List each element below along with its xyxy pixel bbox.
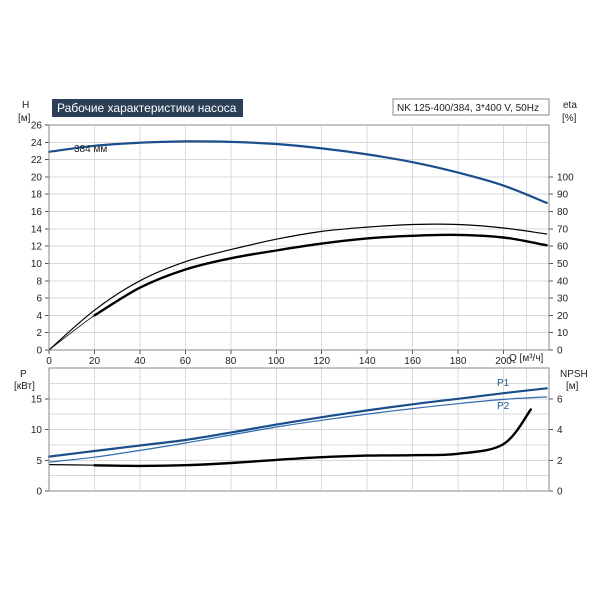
efficiency-tick-label: 80	[557, 207, 569, 218]
power-tick-label: 0	[36, 487, 42, 498]
head-tick-label: 0	[36, 346, 42, 357]
top-series-line-1	[48, 223, 548, 351]
pump-info-box	[392, 98, 550, 116]
x-tick-label: 0	[46, 356, 52, 367]
head-tick-label: 16	[31, 207, 43, 218]
npsh-axis-unit: [м]	[566, 381, 579, 392]
top-series-line-2	[93, 233, 548, 317]
efficiency-tick-label: 100	[557, 172, 574, 183]
head-tick-label: 12	[31, 242, 43, 253]
top-series-line-0	[47, 140, 548, 204]
power-tick-label: 15	[31, 394, 43, 405]
top-chart-ticks: 0 20 40 60 80 100 120 140 160 180 2000246810121416…	[31, 121, 574, 368]
x-tick-label: 140	[359, 356, 376, 367]
head-tick-label: 26	[31, 121, 43, 132]
x-tick-label: 100	[268, 356, 285, 367]
x-tick-label: 20	[89, 356, 101, 367]
head-tick-label: 18	[31, 190, 43, 201]
bottom-chart-frame	[48, 367, 550, 492]
bottom-chart-ticks: 0 5 10 15 0 2 4 6	[31, 394, 563, 497]
x-tick-label: 200	[495, 356, 512, 367]
bottom-series-line-0	[47, 387, 548, 458]
efficiency-tick-label: 70	[557, 224, 569, 235]
head-tick-label: 22	[31, 155, 43, 166]
efficiency-tick-label: 40	[557, 276, 569, 287]
bottom-chart-grid	[48, 368, 549, 492]
x-tick-label: 80	[225, 356, 237, 367]
efficiency-axis-unit: [%]	[562, 113, 577, 124]
efficiency-tick-label: 50	[557, 259, 569, 270]
head-tick-label: 10	[31, 259, 43, 270]
top-chart-grid	[48, 124, 549, 351]
efficiency-axis-label: eta	[563, 100, 577, 111]
x-tick-label: 180	[450, 356, 467, 367]
efficiency-tick-label: 60	[557, 242, 569, 253]
npsh-tick-label: 0	[557, 487, 563, 498]
impeller-diameter-annotation: 384 мм	[74, 144, 107, 155]
top-chart-curves	[47, 140, 548, 351]
head-tick-label: 4	[36, 311, 42, 322]
efficiency-tick-label: 20	[557, 311, 569, 322]
npsh-tick-label: 6	[557, 394, 563, 405]
x-tick-label: 60	[180, 356, 192, 367]
head-tick-label: 8	[36, 276, 42, 287]
pump-info-text: NK 125-400/384, 3*400 V, 50Hz	[397, 103, 539, 114]
npsh-tick-label: 2	[557, 456, 563, 467]
efficiency-tick-label: 10	[557, 328, 569, 339]
npsh-axis-label: NPSH	[560, 369, 588, 380]
series-label-p2: P2	[497, 401, 510, 412]
x-tick-label: 120	[313, 356, 330, 367]
bottom-series-line-3	[93, 408, 532, 468]
efficiency-tick-label: 30	[557, 294, 569, 305]
head-tick-label: 2	[36, 328, 42, 339]
top-series-line-3	[48, 287, 141, 351]
power-tick-label: 5	[36, 456, 42, 467]
series-label-p1: P1	[497, 378, 510, 389]
power-axis-label: P	[20, 369, 27, 380]
npsh-tick-label: 4	[557, 425, 563, 436]
head-tick-label: 14	[31, 224, 43, 235]
head-axis-unit: [м]	[18, 113, 31, 124]
x-tick-label: 40	[134, 356, 146, 367]
x-tick-label: 160	[404, 356, 421, 367]
head-tick-label: 24	[31, 138, 43, 149]
head-tick-label: 20	[31, 172, 43, 183]
chart-title-background	[52, 99, 243, 117]
efficiency-tick-label: 90	[557, 190, 569, 201]
efficiency-tick-label: 0	[557, 346, 563, 357]
power-tick-label: 10	[31, 425, 43, 436]
flow-axis-label: Q [м³/ч]	[509, 353, 544, 364]
power-axis-unit: [кВт]	[14, 381, 35, 392]
bottom-series-line-1	[48, 396, 548, 463]
chart-title: Рабочие характеристики насоса	[57, 101, 237, 115]
bottom-series-line-2	[48, 464, 96, 466]
head-axis-label: H	[22, 100, 29, 111]
head-tick-label: 6	[36, 294, 42, 305]
bottom-chart-curves	[47, 387, 548, 468]
top-chart-frame	[48, 124, 550, 351]
